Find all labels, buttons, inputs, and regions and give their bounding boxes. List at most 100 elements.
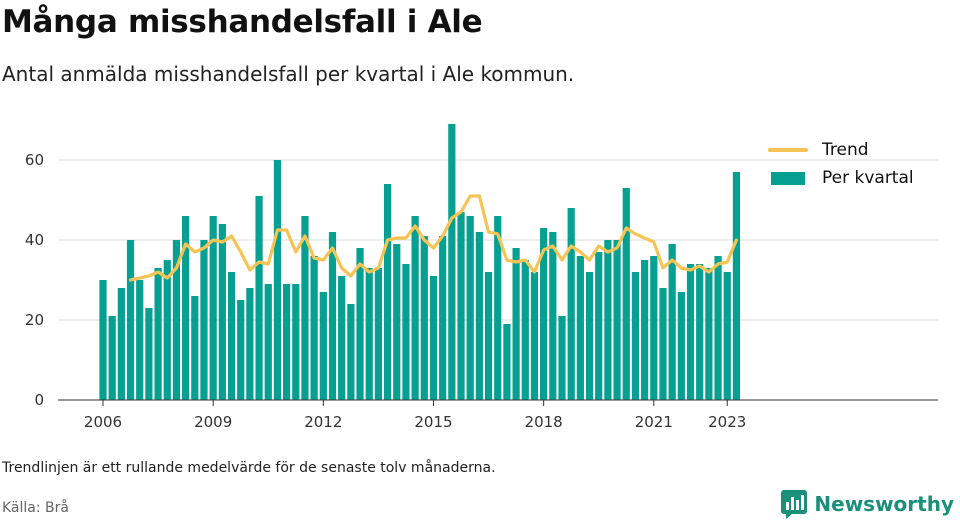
bar [99, 280, 107, 400]
bar [347, 304, 355, 400]
axes: 0 20 40 60 2006 2009 2012 2015 2018 2021 2023 [25, 151, 938, 431]
bar [209, 216, 217, 400]
legend-swatch-trend [768, 148, 808, 152]
bar [301, 216, 309, 400]
bar [585, 272, 594, 400]
bar [246, 288, 254, 400]
x-tick-label: 2012 [304, 413, 342, 431]
bar [163, 260, 171, 400]
bar [338, 276, 346, 400]
bar [218, 224, 226, 400]
bar [365, 268, 373, 400]
bar [310, 256, 318, 400]
bar [540, 228, 548, 400]
bar [227, 272, 236, 400]
y-tick-label: 20 [25, 311, 44, 329]
bar [530, 272, 539, 400]
trend-series [128, 194, 739, 282]
legend: Trend Per kvartal [768, 136, 914, 192]
bar [356, 248, 364, 400]
bar [595, 252, 603, 400]
bar [494, 216, 502, 400]
brand-name: Newsworthy [814, 492, 954, 516]
bar [732, 172, 741, 400]
bar [613, 240, 621, 400]
bar [604, 240, 612, 400]
bar [622, 188, 630, 400]
bar [549, 232, 557, 400]
bar [411, 216, 419, 400]
bar [503, 324, 511, 400]
legend-label-trend: Trend [822, 140, 869, 160]
bar [668, 244, 676, 400]
bar [650, 256, 658, 400]
bar [393, 244, 401, 400]
bar [328, 232, 337, 400]
bar [466, 216, 474, 400]
bar [429, 276, 438, 400]
legend-swatch-bars [771, 171, 805, 185]
x-tick-label: 2021 [635, 413, 673, 431]
bar [283, 284, 291, 400]
bar [631, 272, 640, 400]
page-subtitle: Antal anmälda misshandelsfall per kvarta… [2, 62, 575, 86]
bar [705, 268, 713, 400]
bar [521, 260, 529, 400]
x-tick-label: 2018 [525, 413, 563, 431]
bar [677, 292, 685, 400]
bar [319, 292, 327, 400]
bar [567, 208, 575, 400]
legend-item-bars: Per kvartal [768, 164, 914, 192]
chart-source: Källa: Brå [2, 500, 69, 516]
legend-label-bars: Per kvartal [822, 168, 914, 188]
bar [154, 268, 162, 400]
bar [191, 296, 199, 400]
bar [714, 256, 722, 400]
bar [182, 216, 190, 400]
bar [117, 288, 125, 400]
brand-logo: Newsworthy [780, 488, 954, 520]
bar [402, 264, 410, 400]
bar [659, 288, 667, 400]
bar [383, 184, 392, 400]
bar [420, 236, 428, 400]
x-tick-label: 2015 [414, 413, 452, 431]
bar [512, 248, 520, 400]
bar [475, 232, 483, 400]
bar [641, 260, 649, 400]
bar [439, 236, 447, 400]
bar [255, 196, 263, 400]
bar [136, 280, 144, 400]
x-tick-label: 2009 [194, 413, 232, 431]
trend-line [128, 194, 739, 282]
chart-note: Trendlinjen är ett rullande medelvärde f… [2, 460, 496, 476]
bar [292, 284, 300, 400]
bar [237, 300, 245, 400]
bar-series [99, 124, 741, 400]
bar [126, 240, 135, 400]
bar [108, 316, 116, 400]
bar [200, 240, 208, 400]
bar [558, 316, 566, 400]
bar [457, 212, 465, 400]
bar [484, 272, 493, 400]
bar [374, 268, 382, 400]
x-tick-label: 2023 [708, 413, 746, 431]
newsworthy-logo-icon [781, 490, 808, 519]
bar [264, 284, 272, 400]
legend-item-trend: Trend [768, 136, 914, 164]
bar [273, 160, 282, 400]
page-title: Många misshandelsfall i Ale [2, 4, 483, 40]
x-tick-label: 2006 [84, 413, 122, 431]
y-tick-label: 0 [34, 391, 44, 409]
bar [576, 256, 584, 400]
bar [686, 264, 695, 400]
bar [145, 308, 153, 400]
y-tick-label: 40 [25, 231, 44, 249]
bar [723, 272, 731, 400]
chart: 0 20 40 60 2006 2009 2012 2015 2018 2021 2023 [25, 124, 938, 431]
bar [448, 124, 456, 400]
bar [172, 240, 181, 400]
y-tick-label: 60 [25, 151, 44, 169]
bar [696, 264, 704, 400]
